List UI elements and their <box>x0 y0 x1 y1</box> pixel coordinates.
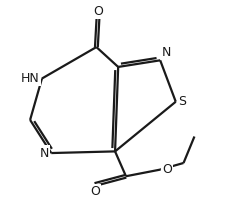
Text: N: N <box>40 146 49 160</box>
Text: O: O <box>162 163 171 176</box>
Text: S: S <box>178 95 185 108</box>
Text: O: O <box>93 5 102 18</box>
Text: O: O <box>89 185 99 198</box>
Text: N: N <box>161 46 170 59</box>
Text: HN: HN <box>21 72 40 85</box>
